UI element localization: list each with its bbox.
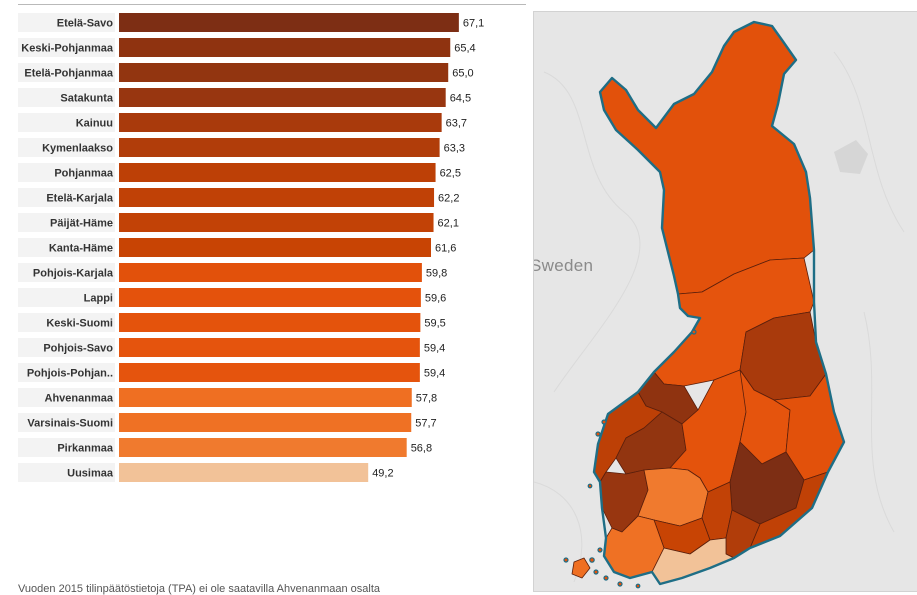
finland-map[interactable] [534, 12, 917, 592]
coastline [592, 20, 846, 586]
category-label: Pohjanmaa [54, 168, 114, 180]
bar[interactable] [119, 13, 459, 32]
value-label: 59,4 [424, 343, 445, 355]
bar[interactable] [119, 188, 435, 207]
value-label: 59,5 [424, 318, 445, 330]
category-label-bg [18, 113, 115, 132]
bar[interactable] [119, 63, 449, 82]
category-label-bg [18, 88, 115, 107]
map-background [534, 51, 905, 583]
footnote: Vuoden 2015 tilinpäätöstietoja (TPA) ei … [18, 583, 381, 595]
value-label: 61,6 [435, 243, 456, 255]
category-label-bg [18, 238, 115, 257]
bar[interactable] [119, 413, 412, 432]
category-label-bg [18, 38, 115, 57]
value-label: 63,3 [444, 143, 465, 155]
value-label: 64,5 [450, 93, 471, 105]
category-label: Päijät-Häme [50, 218, 113, 230]
value-label: 57,7 [415, 418, 436, 430]
category-label: Etelä-Pohjanmaa [24, 68, 114, 80]
value-label: 59,6 [425, 293, 446, 305]
bar[interactable] [119, 313, 421, 332]
category-label-bg [18, 163, 115, 182]
category-label: Satakunta [60, 93, 113, 105]
category-label-bg [18, 263, 115, 282]
value-label: 56,8 [411, 443, 432, 455]
bar[interactable] [119, 363, 420, 382]
category-label: Keski-Suomi [46, 318, 113, 330]
category-label-bg [18, 288, 115, 307]
archipelago-islands [563, 329, 697, 589]
bar[interactable] [119, 438, 407, 457]
category-label-bg [18, 188, 115, 207]
bar[interactable] [119, 138, 440, 157]
bar[interactable] [119, 338, 420, 357]
value-label: 65,4 [454, 43, 475, 55]
category-label: Varsinais-Suomi [27, 418, 113, 430]
region-map[interactable]: Sweden [533, 11, 917, 592]
category-label-bg [18, 363, 115, 382]
bar-chart-panel: Etelä-Savo 67,1 Keski-Pohjanmaa 65,4 Etelä-P… [18, 13, 484, 482]
category-label: Uusimaa [67, 468, 114, 480]
category-label-bg [18, 438, 115, 457]
category-label-bg [18, 138, 115, 157]
category-label: Pohjois-Pohjan.. [27, 368, 113, 380]
bar[interactable] [119, 288, 421, 307]
bar[interactable] [119, 388, 412, 407]
category-label-bg [18, 388, 115, 407]
bar[interactable] [119, 463, 369, 482]
category-label-bg [18, 213, 115, 232]
category-label: Keski-Pohjanmaa [21, 43, 114, 55]
bar[interactable] [119, 163, 436, 182]
bar[interactable] [119, 213, 434, 232]
category-label: Pirkanmaa [57, 443, 114, 455]
category-label: Etelä-Savo [57, 18, 114, 30]
category-label-bg [18, 463, 115, 482]
bar[interactable] [119, 88, 446, 107]
value-label: 62,2 [438, 193, 459, 205]
country-label-sweden: Sweden [533, 256, 594, 275]
category-label: Etelä-Karjala [46, 193, 114, 205]
category-label: Kanta-Häme [49, 243, 113, 255]
category-label: Pohjois-Savo [43, 343, 113, 355]
value-label: 65,0 [452, 68, 473, 80]
value-label: 57,8 [416, 393, 437, 405]
category-label-bg [18, 63, 115, 82]
bar[interactable] [119, 38, 451, 57]
top-rule [18, 0, 526, 5]
value-label: 59,4 [424, 368, 445, 380]
bar-chart: Etelä-Savo 67,1 Keski-Pohjanmaa 65,4 Etelä-P… [18, 13, 484, 482]
category-label: Kymenlaakso [42, 143, 113, 155]
lake-shape [834, 140, 868, 174]
category-label: Pohjois-Karjala [33, 268, 114, 280]
region-pirkanmaa[interactable] [637, 467, 709, 527]
value-label: 62,5 [440, 168, 461, 180]
value-label: 67,1 [463, 18, 484, 30]
category-label-bg [18, 413, 115, 432]
bar[interactable] [119, 113, 442, 132]
category-label: Kainuu [76, 118, 113, 130]
region-lappi[interactable] [599, 21, 815, 295]
value-label: 59,8 [426, 268, 447, 280]
category-label-bg [18, 313, 115, 332]
value-label: 49,2 [372, 468, 393, 480]
region-ahvenanmaa[interactable] [571, 557, 591, 579]
bar[interactable] [119, 238, 432, 257]
map-regions [571, 21, 845, 585]
category-label: Ahvenanmaa [45, 393, 114, 405]
category-label-bg [18, 338, 115, 357]
bar[interactable] [119, 263, 422, 282]
category-label-bg [18, 13, 115, 32]
value-label: 62,1 [438, 218, 459, 230]
category-label: Lappi [84, 293, 113, 305]
value-label: 63,7 [446, 118, 467, 130]
